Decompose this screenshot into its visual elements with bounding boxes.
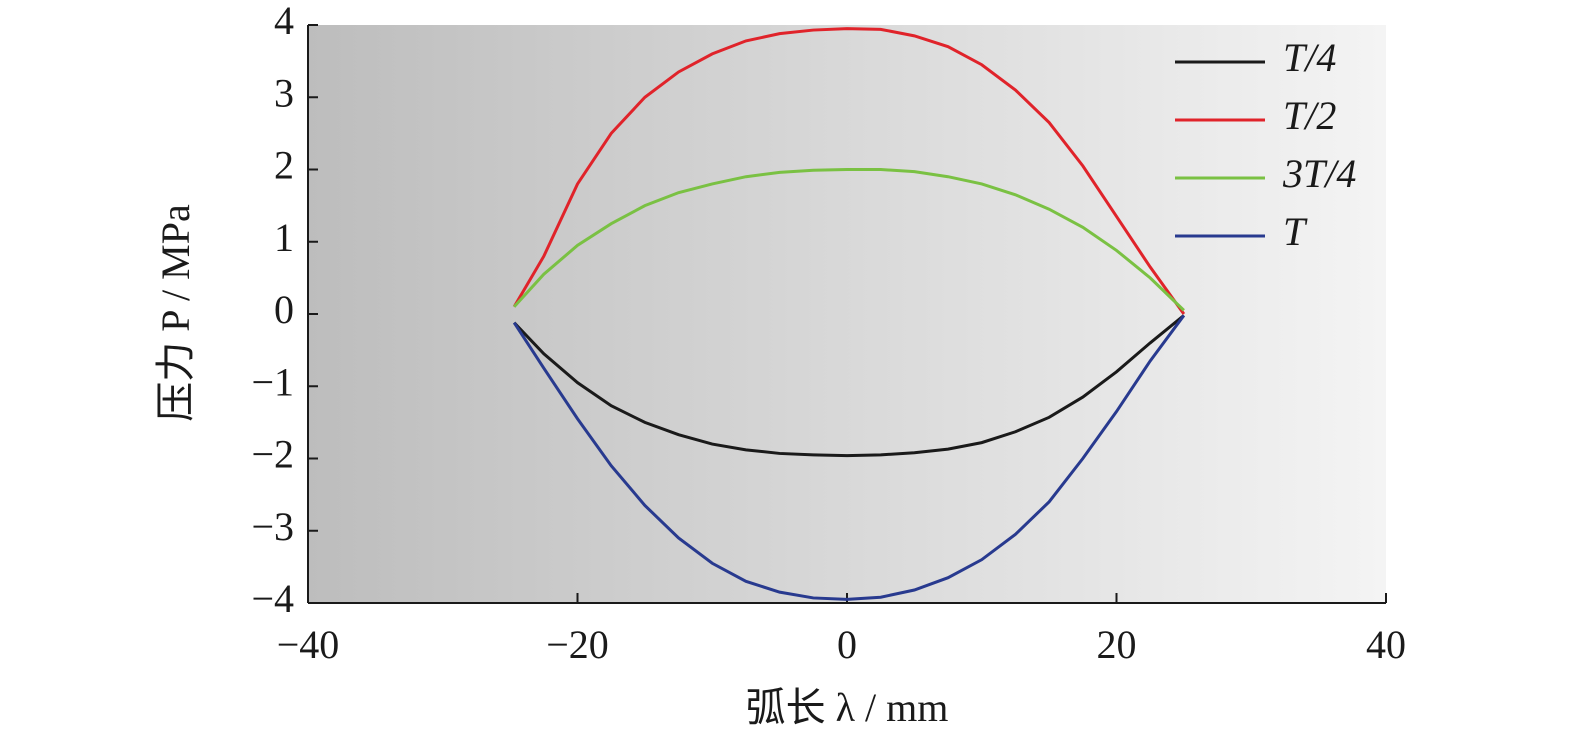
y-tick-label: −1 <box>251 359 294 404</box>
y-tick-label: −3 <box>251 504 294 549</box>
x-tick-label: 20 <box>1097 622 1137 667</box>
legend-label: T/4 <box>1283 35 1336 80</box>
y-tick-label: 0 <box>274 287 294 332</box>
x-tick-label: −20 <box>546 622 609 667</box>
legend-label: T <box>1283 209 1308 254</box>
legend-label: 3T/4 <box>1282 151 1356 196</box>
y-tick-label: 1 <box>274 215 294 260</box>
plot-background <box>308 25 1386 603</box>
x-tick-label: −40 <box>277 622 340 667</box>
x-tick-label: 0 <box>837 622 857 667</box>
series-line <box>513 168 1185 312</box>
x-tick-label: 40 <box>1366 622 1406 667</box>
y-tick-label: 3 <box>274 70 294 115</box>
x-axis-label: 弧长 λ / mm <box>746 685 949 730</box>
series-line <box>513 314 1185 458</box>
y-tick-label: 4 <box>274 0 294 43</box>
y-tick-label: −2 <box>251 432 294 477</box>
legend-label: T/2 <box>1283 93 1336 138</box>
y-tick-label: −4 <box>251 576 294 621</box>
series-line <box>512 314 1186 601</box>
y-axis-label: 压力 P / MPa <box>153 204 198 422</box>
y-tick-label: 2 <box>274 143 294 188</box>
series-line <box>512 27 1186 315</box>
